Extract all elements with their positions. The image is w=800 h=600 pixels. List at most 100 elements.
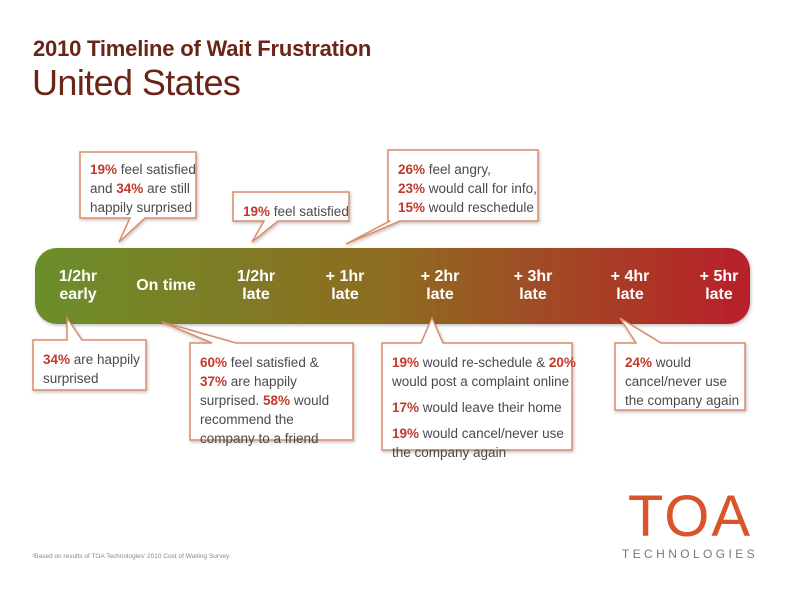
callout-text: are happily	[70, 352, 140, 367]
callout-text: would leave their home	[419, 400, 562, 415]
timeline-label-line: early	[59, 286, 97, 303]
timeline-label-line: 1/2hr	[58, 268, 98, 285]
timeline-label-line: 1/2hr	[236, 268, 276, 285]
callout-text: are still	[143, 181, 190, 196]
callout-line: cancel/never use	[625, 372, 737, 391]
callout-line: 60% feel satisfied &	[200, 353, 345, 372]
callout-line: 19% would re-schedule & 20%	[392, 353, 576, 372]
callout-half-late-bottom: 60% feel satisfied & 37% are happily sur…	[190, 345, 355, 456]
callout-text: feel angry,	[425, 162, 491, 177]
timeline-label-three-hr: + 3hr late	[514, 268, 553, 304]
timeline-label-half-late: 1/2hr late	[237, 268, 275, 304]
callout-percent: 15%	[398, 200, 426, 215]
callout-line: surprised. 58% would	[200, 391, 345, 410]
callout-line: recommend the	[200, 410, 345, 429]
callout-line: would post a complaint online	[392, 372, 569, 391]
callout-text: would reschedule	[425, 200, 534, 215]
callout-text: company to a friend	[200, 431, 319, 446]
callout-line: happily surprised	[90, 198, 192, 217]
callout-text: would call for info,	[425, 181, 537, 196]
callout-percent: 20%	[548, 355, 576, 370]
brand-logo: TOA TECHNOLOGIES	[615, 484, 765, 562]
callout-line: 19% feel satisfied	[90, 160, 196, 179]
timeline-label-line: late	[616, 286, 644, 303]
callout-line: 17% would leave their home	[392, 398, 564, 417]
callout-text: feel satisfied	[117, 162, 196, 177]
timeline-label-one-hr: + 1hr late	[326, 268, 365, 304]
callout-percent: 23%	[398, 181, 426, 196]
callout-percent: 26%	[398, 162, 426, 177]
callout-text: the company again	[392, 445, 507, 460]
callout-two-hr: 19% would re-schedule & 20% would post a…	[382, 345, 576, 470]
timeline-label-line: + 2hr	[420, 268, 460, 285]
callout-text: the company again	[625, 393, 740, 408]
page-subtitle: United States	[32, 62, 241, 103]
timeline-label-line: late	[705, 286, 733, 303]
timeline-label-line: + 4hr	[610, 268, 650, 285]
callout-on-time: 19% feel satisfied and 34% are still hap…	[80, 152, 198, 225]
callout-four-hr-bubble	[614, 317, 746, 411]
callout-four-hr: 24% would cancel/never use the company a…	[615, 345, 747, 418]
callout-line: 15% would reschedule	[398, 198, 534, 217]
timeline-label-line: + 3hr	[513, 268, 553, 285]
callout-text: would re-schedule &	[419, 355, 549, 370]
callout-text: surprised	[43, 371, 99, 386]
callout-text: happily surprised	[90, 200, 193, 215]
callout-line: surprised	[43, 369, 138, 388]
callout-line: 24% would	[625, 353, 737, 372]
callout-line: 23% would call for info,	[398, 179, 537, 198]
callout-line: 37% are happily	[200, 372, 345, 391]
callout-text: and	[90, 181, 117, 196]
timeline-label-line: late	[331, 286, 359, 303]
callout-line: 19% feel satisfied	[243, 202, 349, 221]
callout-line: the company again	[625, 391, 740, 410]
callout-percent: 19%	[392, 355, 420, 370]
callout-percent: 19%	[90, 162, 118, 177]
callout-percent: 17%	[392, 400, 420, 415]
timeline-label-four-hr: + 4hr late	[611, 268, 650, 304]
callout-percent: 24%	[625, 355, 653, 370]
callout-text: cancel/never use	[625, 374, 728, 389]
footnote: ¹Based on results of TOA Technologies' 2…	[32, 553, 230, 560]
callout-line: the company again	[392, 443, 564, 462]
callout-text: would cancel/never use	[419, 426, 564, 441]
callout-percent: 19%	[243, 204, 271, 219]
timeline-label-line: late	[242, 286, 270, 303]
callout-text: recommend the	[200, 412, 294, 427]
page-title: 2010 Timeline of Wait Frustration	[33, 36, 372, 61]
callout-line: 34% are happily	[43, 350, 140, 369]
callout-half-late-bottom-bubble	[161, 321, 354, 441]
callout-one-hr: 26% feel angry, 23% would call for info,…	[388, 152, 540, 225]
callout-half-late-top: 19% feel satisfied	[233, 194, 351, 229]
timeline-label-line: + 1hr	[325, 268, 365, 285]
timeline-bar	[35, 248, 750, 324]
callout-two-hr-bubble	[381, 316, 573, 451]
callout-text: would post a complaint online	[392, 374, 570, 389]
callout-half-late-top-bubble	[232, 191, 350, 243]
timeline-label-line: + 5hr	[699, 268, 739, 285]
callout-line: and 34% are still	[90, 179, 190, 198]
timeline-label-half-early: 1/2hr early	[59, 268, 97, 304]
callout-percent: 60%	[200, 355, 228, 370]
callout-early: 34% are happily surprised	[33, 342, 148, 396]
timeline-label-five-hr: + 5hr late	[700, 268, 739, 304]
callout-percent: 34%	[116, 181, 144, 196]
callout-line: company to a friend	[200, 429, 345, 448]
callout-percent: 58%	[263, 393, 291, 408]
brand-subtitle: TECHNOLOGIES	[621, 547, 759, 561]
callout-text: feel satisfied &	[227, 355, 319, 370]
timeline-label-line: late	[426, 286, 454, 303]
brand-name: TOA	[627, 484, 753, 549]
callout-text: are happily	[227, 374, 297, 389]
callout-percent: 34%	[43, 352, 71, 367]
timeline-label-on-time: On time	[136, 277, 196, 295]
callout-percent: 19%	[392, 426, 420, 441]
timeline-label-two-hr: + 2hr late	[421, 268, 460, 304]
timeline-label-line: On time	[136, 277, 196, 294]
callout-percent: 37%	[200, 374, 228, 389]
callout-text: surprised.	[200, 393, 264, 408]
callout-text: would	[652, 355, 692, 370]
callout-one-hr-bubble	[345, 149, 539, 245]
callout-text: feel satisfied	[270, 204, 349, 219]
